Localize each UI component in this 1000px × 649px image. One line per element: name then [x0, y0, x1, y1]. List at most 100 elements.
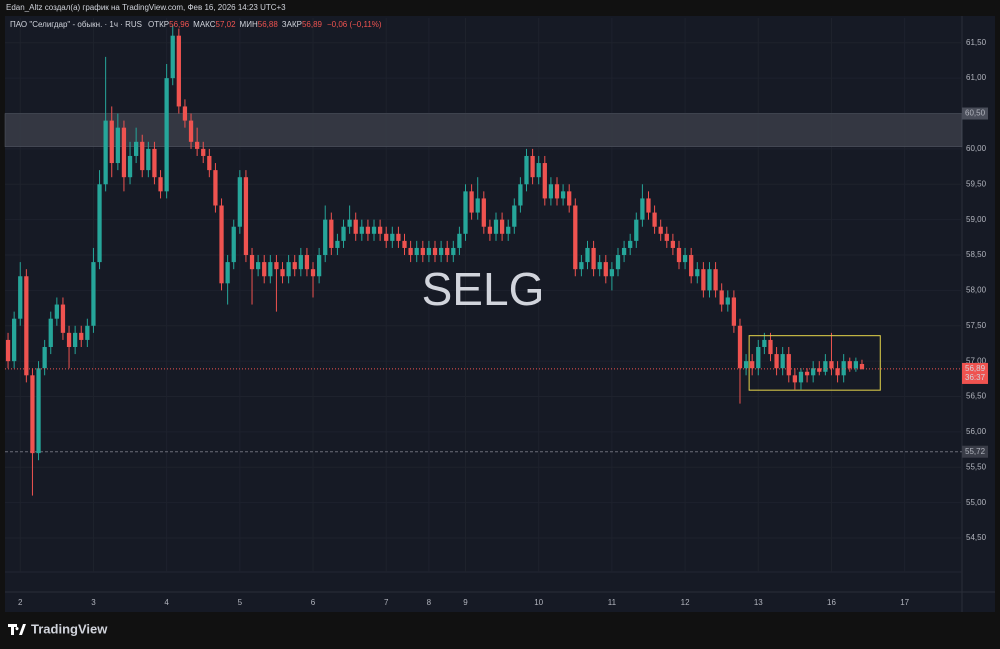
x-tick-label: 5 — [238, 598, 243, 607]
symbol-title: ПАО "Селигдар" - обыкн. · 1ч · RUS — [10, 20, 142, 29]
shaded-band — [4, 113, 963, 148]
candle-body — [310, 269, 316, 277]
candle-body — [158, 177, 163, 192]
candle-body — [451, 247, 456, 256]
logo-icon — [8, 624, 26, 635]
candle-body — [853, 361, 859, 369]
candle-body — [548, 184, 554, 199]
y-tick-label: 58,50 — [966, 250, 987, 259]
x-tick-label: 13 — [754, 598, 763, 607]
candle-body — [774, 354, 779, 369]
candle-body — [280, 269, 285, 277]
candle-body — [829, 361, 834, 369]
candle-body — [780, 354, 785, 369]
candle-body — [237, 177, 242, 227]
candle-body — [36, 368, 41, 454]
close-label: ЗАКР — [282, 20, 302, 29]
candle-body — [597, 262, 602, 270]
candle-body — [798, 371, 804, 383]
candle-body — [194, 141, 200, 149]
y-tick-label: 56,00 — [966, 427, 987, 436]
x-tick-label: 6 — [311, 598, 316, 607]
candle-body — [835, 368, 840, 376]
candle-body — [475, 198, 480, 213]
candle-body — [859, 363, 865, 369]
candle-body — [743, 361, 749, 369]
candle-body — [54, 304, 59, 319]
candle-body — [188, 120, 194, 142]
candle-body — [811, 368, 816, 376]
candle-body — [402, 240, 407, 248]
candle-body — [560, 191, 566, 199]
x-tick-label: 17 — [900, 598, 909, 607]
candle-body — [182, 106, 188, 121]
y-tick-label: 54,50 — [966, 533, 987, 542]
price-label: 56,89 — [965, 364, 986, 373]
candle-body — [353, 219, 358, 234]
candle-body — [335, 240, 340, 248]
candle-body — [426, 247, 432, 256]
candle-body — [48, 318, 53, 348]
candle-body — [792, 375, 798, 383]
candle-body — [573, 205, 578, 270]
candle-body — [530, 155, 535, 178]
candle-body — [664, 233, 669, 241]
candle-body — [365, 226, 371, 234]
candle-body — [79, 332, 84, 340]
plot — [4, 25, 963, 496]
y-tick-label: 56,50 — [966, 392, 987, 401]
watermark: SELG — [422, 263, 545, 315]
candle-body — [103, 120, 108, 185]
candle-body — [85, 325, 90, 340]
candle-body — [762, 339, 767, 348]
candle-body — [298, 255, 303, 270]
candle-body — [341, 226, 346, 241]
candle-body — [219, 205, 224, 284]
logo-text: TradingView — [31, 621, 108, 636]
candle-body — [207, 155, 212, 171]
candle-body — [127, 155, 133, 178]
candle-body — [719, 290, 724, 305]
candle-body — [713, 269, 718, 291]
candle-body — [359, 226, 364, 234]
y-tick-label: 60,00 — [966, 144, 987, 153]
candle-body — [506, 226, 511, 234]
candle-body — [170, 35, 175, 79]
candle-body — [30, 375, 35, 454]
band-label: 60,50 — [965, 109, 986, 118]
candle-body — [841, 361, 846, 376]
open-value: 56,96 — [169, 20, 190, 29]
y-tick-label: 61,00 — [966, 73, 987, 82]
candle-body — [377, 226, 383, 234]
candle-body — [91, 262, 96, 326]
candle-body — [542, 163, 547, 199]
candle-body — [286, 262, 291, 277]
candle-body — [292, 262, 297, 270]
candle-body — [274, 262, 279, 270]
candle-body — [463, 191, 468, 234]
candle-body — [524, 155, 529, 185]
candle-body — [18, 276, 23, 319]
open-label: ОТКР — [148, 20, 169, 29]
candle-body — [603, 262, 608, 277]
candle-body — [658, 226, 663, 234]
x-tick-label: 7 — [384, 598, 389, 607]
candle-body — [243, 177, 249, 256]
candle-body — [768, 339, 773, 355]
candle-body — [432, 247, 438, 256]
candle-body — [493, 219, 499, 234]
x-tick-label: 16 — [827, 598, 836, 607]
x-tick-label: 3 — [91, 598, 96, 607]
y-tick-label: 57,00 — [966, 356, 987, 365]
candle-body — [689, 255, 694, 277]
candle-body — [487, 226, 493, 234]
high-label: МАКС — [193, 20, 216, 29]
candle-body — [134, 141, 139, 156]
candle-body — [591, 247, 596, 270]
candle-body — [109, 120, 114, 164]
candle-body — [512, 205, 517, 227]
x-tick-label: 10 — [534, 598, 543, 607]
candle-body — [682, 255, 688, 263]
candle-body — [231, 226, 236, 263]
